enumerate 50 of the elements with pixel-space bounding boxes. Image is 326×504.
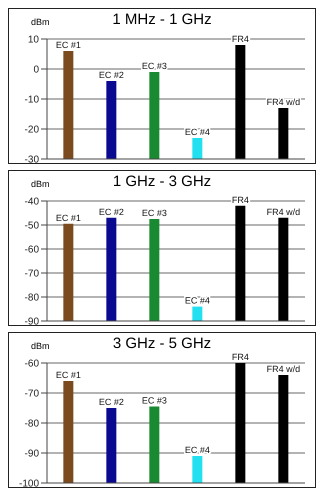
y-axis-title: dBm (31, 17, 50, 27)
bar (278, 108, 288, 159)
y-tick-label: -10 (24, 94, 40, 106)
bar (149, 406, 160, 483)
x-tick-label: FR4 w/d (266, 206, 300, 217)
chart-title: 1 MHz - 1 GHz (112, 11, 212, 28)
y-tick-label: -90 (24, 448, 40, 460)
category-label: FR4 w/d (266, 364, 300, 374)
bar (278, 375, 288, 483)
y-tick-label: 0 (33, 64, 40, 76)
category-label: EC #4 (184, 445, 210, 455)
bar (235, 363, 246, 483)
chart-title: 3 GHz - 5 GHz (112, 335, 212, 352)
y-tick-label: 10 (28, 34, 40, 46)
category-label: EC #1 (56, 370, 81, 380)
bar (192, 456, 202, 483)
y-axis-title: dBm (31, 179, 50, 189)
bar (63, 51, 74, 159)
bar (63, 381, 74, 483)
y-tick-label: -40 (24, 196, 40, 208)
bar (192, 306, 202, 321)
y-tick-label: -70 (24, 388, 40, 400)
y-tick-label: -90 (24, 316, 40, 328)
bar (106, 81, 116, 159)
x-tick-label: EC #2 (98, 206, 124, 217)
y-tick-label: -80 (24, 418, 40, 430)
x-tick-label: EC #3 (142, 208, 167, 218)
y-tick-label: -80 (24, 292, 40, 304)
bar (149, 72, 160, 159)
bar (149, 219, 160, 321)
y-tick-label: -100 (18, 478, 40, 490)
y-axis-title: dBm (31, 341, 50, 351)
y-tick-label: -60 (24, 244, 40, 256)
bar (235, 45, 246, 159)
category-label: FR4 (232, 352, 249, 362)
y-tick-label: -50 (24, 220, 40, 232)
bar (106, 218, 116, 321)
y-tick-label: -70 (24, 268, 40, 280)
y-tick-label: -30 (24, 154, 40, 166)
x-tick-label: EC #1 (56, 212, 81, 223)
chart-title: 1 GHz - 3 GHz (112, 173, 212, 190)
y-tick-label: -60 (24, 358, 40, 370)
bar (278, 218, 288, 321)
category-label: EC #3 (142, 396, 167, 406)
bar (63, 224, 74, 321)
y-tick-label: -20 (24, 124, 40, 136)
bar (235, 206, 246, 321)
bar (106, 408, 116, 483)
category-label: EC #2 (98, 397, 124, 407)
bar (192, 138, 202, 159)
